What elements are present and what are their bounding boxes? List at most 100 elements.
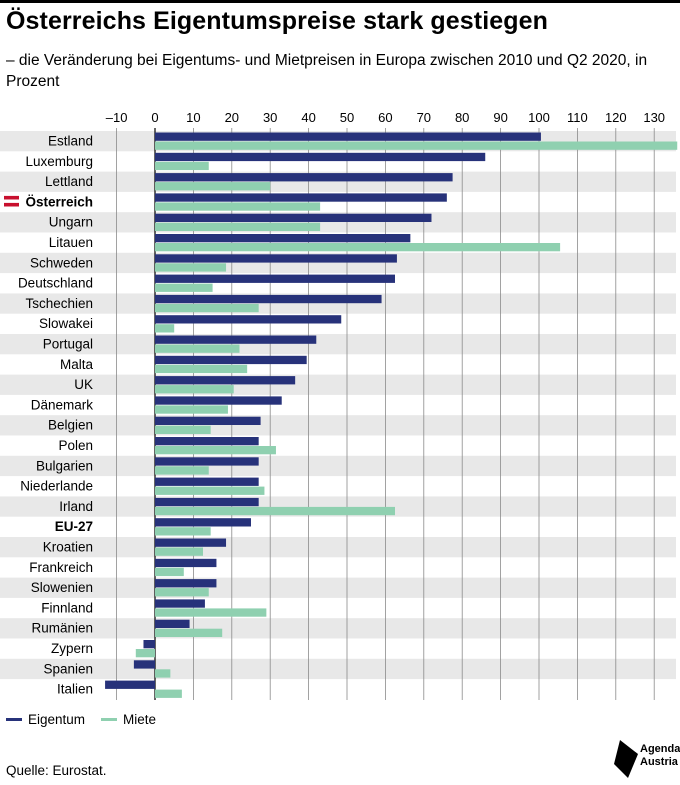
austria-flag-stripe — [4, 195, 19, 200]
row-stripe — [0, 618, 676, 639]
bar-miete — [155, 689, 182, 698]
bar-miete — [155, 506, 395, 516]
category-label: Ungarn — [49, 215, 93, 230]
bar-eigentum — [155, 274, 395, 283]
legend-swatch-eigentum — [6, 718, 22, 721]
x-tick-label: 50 — [340, 110, 354, 125]
category-label: Italien — [57, 682, 93, 697]
x-tick-label: 40 — [301, 110, 315, 125]
bar-miete — [155, 283, 213, 292]
legend-swatch-miete — [101, 718, 118, 721]
category-label: Schweden — [30, 255, 93, 270]
category-label: Slowakei — [39, 316, 93, 331]
row-stripe — [0, 334, 676, 355]
bar-miete — [155, 243, 561, 252]
bar-eigentum — [155, 173, 453, 182]
bar-miete — [155, 222, 321, 231]
bar-miete — [155, 364, 248, 374]
x-tick-label: 100 — [528, 110, 550, 125]
bar-miete — [155, 182, 271, 191]
category-label: Portugal — [43, 337, 93, 352]
legend: Eigentum Miete — [6, 712, 172, 727]
category-label: Deutschland — [18, 276, 93, 291]
bar-eigentum — [155, 396, 282, 405]
bar-eigentum — [155, 294, 382, 304]
category-label: Polen — [58, 438, 93, 453]
x-tick-label: 30 — [263, 110, 277, 125]
bar-miete — [155, 628, 223, 637]
category-label: Österreich — [25, 194, 93, 209]
logo-text-line2: Austria — [640, 756, 678, 768]
bar-eigentum — [155, 254, 397, 263]
bar-miete — [155, 324, 175, 333]
bar-eigentum — [155, 335, 317, 344]
bar-eigentum — [155, 152, 486, 162]
bar-miete — [155, 202, 321, 211]
category-label: Spanien — [43, 661, 93, 676]
category-label: Dänemark — [31, 397, 94, 412]
top-rule — [0, 0, 680, 3]
bar-eigentum — [155, 457, 259, 466]
agenda-austria-logo: Agenda Austria — [614, 738, 680, 782]
bar-eigentum — [155, 538, 227, 547]
bar-miete — [155, 405, 228, 414]
bar-miete — [135, 649, 155, 658]
x-tick-label: 10 — [186, 110, 200, 125]
category-label: Kroatien — [43, 540, 93, 555]
bar-chart: –10 0 10 20 30 40 50 60 70 80 90 100 110 120 130 Estlan… — [0, 110, 678, 700]
category-label: Malta — [60, 357, 94, 372]
x-tick-label: 130 — [643, 110, 665, 125]
row-stripe — [0, 658, 676, 680]
bar-miete — [155, 608, 267, 617]
bar-miete — [155, 446, 276, 455]
category-label: Rumänien — [31, 621, 93, 636]
bar-eigentum — [155, 234, 411, 243]
legend-label-eigentum: Eigentum — [28, 712, 86, 727]
category-label: Niederlande — [20, 479, 93, 494]
bar-miete — [155, 527, 211, 536]
row-stripe — [0, 537, 676, 558]
bar-eigentum — [155, 355, 307, 365]
bar-miete — [155, 486, 265, 495]
chart-subtitle: – die Veränderung bei Eigentums- und Mie… — [6, 52, 648, 90]
bar-miete — [155, 466, 209, 475]
austria-flag-stripe — [4, 202, 19, 207]
bar-eigentum — [155, 213, 432, 222]
row-stripe — [0, 415, 676, 436]
bar-eigentum — [155, 132, 541, 141]
x-tick-label: 70 — [417, 110, 431, 125]
bar-eigentum — [155, 437, 259, 446]
bar-eigentum — [155, 497, 259, 507]
bar-miete — [155, 425, 211, 434]
bar-miete — [155, 588, 209, 597]
bar-eigentum — [105, 680, 155, 689]
logo-mark-icon — [614, 740, 638, 778]
bar-miete — [155, 161, 209, 171]
bar-miete — [155, 669, 171, 678]
row-stripe — [0, 455, 676, 477]
bar-eigentum — [133, 660, 155, 669]
category-label: UK — [74, 377, 93, 392]
x-tick-label: 90 — [493, 110, 507, 125]
category-label: Frankreich — [29, 560, 93, 575]
bar-eigentum — [143, 640, 155, 649]
category-label: EU-27 — [55, 519, 93, 534]
category-label: Irland — [59, 499, 93, 514]
bar-eigentum — [155, 376, 296, 385]
bar-eigentum — [155, 579, 217, 588]
x-tick-label: 110 — [567, 110, 588, 125]
x-tick-label: 120 — [605, 110, 627, 125]
bar-eigentum — [155, 315, 342, 324]
x-tick-label: 0 — [151, 110, 158, 125]
row-stripe — [0, 577, 676, 598]
bar-miete — [155, 263, 227, 272]
bar-eigentum — [155, 416, 261, 425]
logo-text-line1: Agenda — [640, 743, 680, 755]
bar-eigentum — [155, 599, 205, 608]
legend-label-miete: Miete — [123, 712, 157, 727]
category-label: Estland — [48, 134, 93, 149]
bar-eigentum — [155, 518, 251, 527]
legend-item-eigentum: Eigentum — [6, 712, 85, 727]
category-label: Zypern — [51, 641, 93, 656]
row-stripe — [0, 374, 676, 395]
